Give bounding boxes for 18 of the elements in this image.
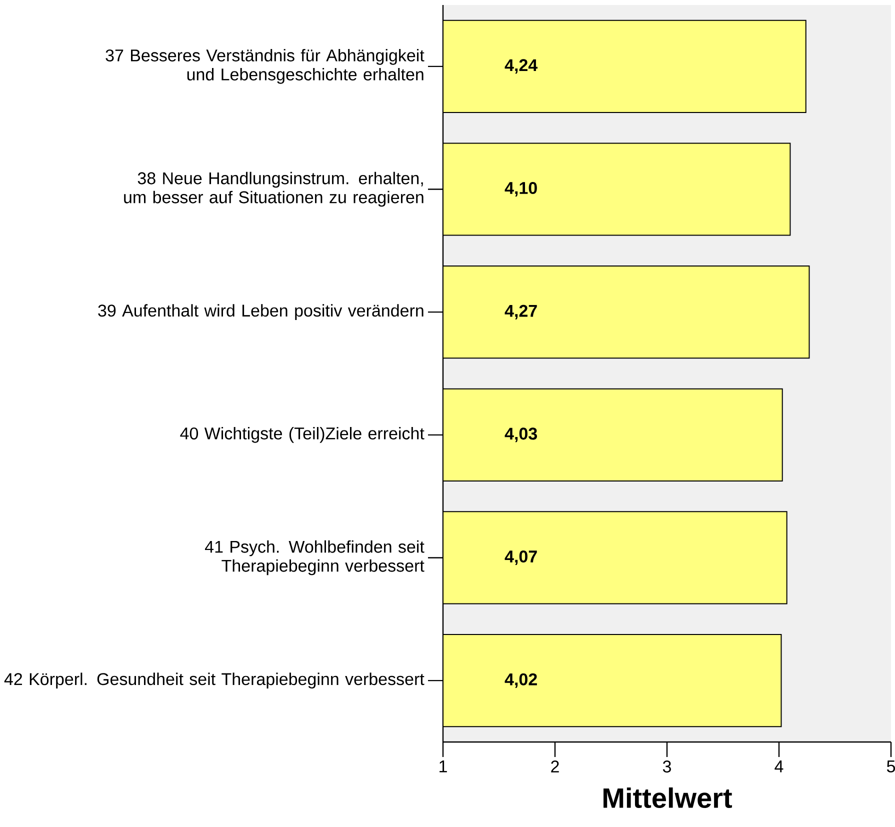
x-tick-label: 3 — [662, 760, 671, 773]
y-tick-label: 41 Psych. Wohlbefinden seit Therapiebeginn verbessert — [204, 540, 424, 576]
data-label: 4,27 — [504, 304, 537, 320]
y-tick-label: 39 Aufenthalt wird Leben positiv verändern — [98, 304, 424, 320]
y-tick-label: 40 Wichtigste (Teil)Ziele erreicht — [180, 427, 424, 443]
x-tick-label: 2 — [551, 760, 559, 772]
data-label: 4,10 — [504, 182, 537, 197]
data-label: 4,03 — [504, 428, 538, 442]
data-label: 4,24 — [504, 59, 538, 74]
x-axis-title: Mittelwert — [604, 787, 732, 808]
data-label: 4,02 — [504, 673, 537, 688]
y-tick-label: 42 Körperl. Gesundheit seit Therapiebeginn verbessert — [4, 672, 424, 689]
y-tick-label: 37 Besseres Verständnis für Abhängigkeit und Lebensgeschichte erhalten — [106, 49, 424, 84]
x-tick-label: 1 — [440, 760, 447, 772]
x-tick-label: 5 — [886, 760, 895, 772]
x-tick-label: 4 — [774, 760, 784, 772]
y-tick-label: 38 Neue Handlungsinstrum. erhalten, um besser auf Situationen zu reagieren — [124, 172, 424, 207]
data-label: 4,07 — [504, 550, 537, 565]
